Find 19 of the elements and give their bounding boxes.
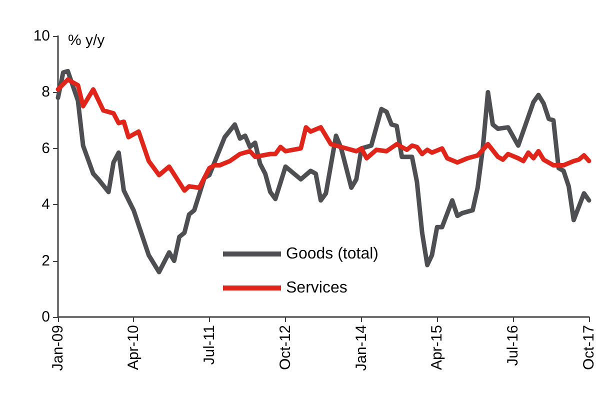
y-tick-label: 10 (33, 28, 50, 44)
x-tick-label: Jul-11 (200, 325, 218, 365)
x-tick-label: Oct-12 (277, 325, 294, 370)
legend-label: Goods (total) (286, 246, 378, 262)
x-tick-label: Oct-17 (580, 325, 598, 370)
y-tick-label: 0 (42, 308, 50, 326)
y-tick-label: 4 (42, 196, 50, 214)
y-axis-title: % y/y (68, 32, 106, 49)
x-tick-label: Jul-16 (504, 325, 522, 366)
x-tick-label: Apr-15 (428, 325, 446, 370)
x-tick-label: Apr-10 (125, 325, 142, 370)
y-tick-label: 6 (42, 140, 50, 157)
line-series (56, 77, 592, 193)
y-tick-label: 8 (42, 84, 50, 101)
line-series (56, 68, 592, 274)
y-tick-label: 2 (42, 252, 50, 270)
x-tick-label: Jan-09 (50, 325, 66, 371)
x-tick-label: Jan-14 (352, 325, 370, 371)
legend-label: Services (286, 280, 348, 296)
